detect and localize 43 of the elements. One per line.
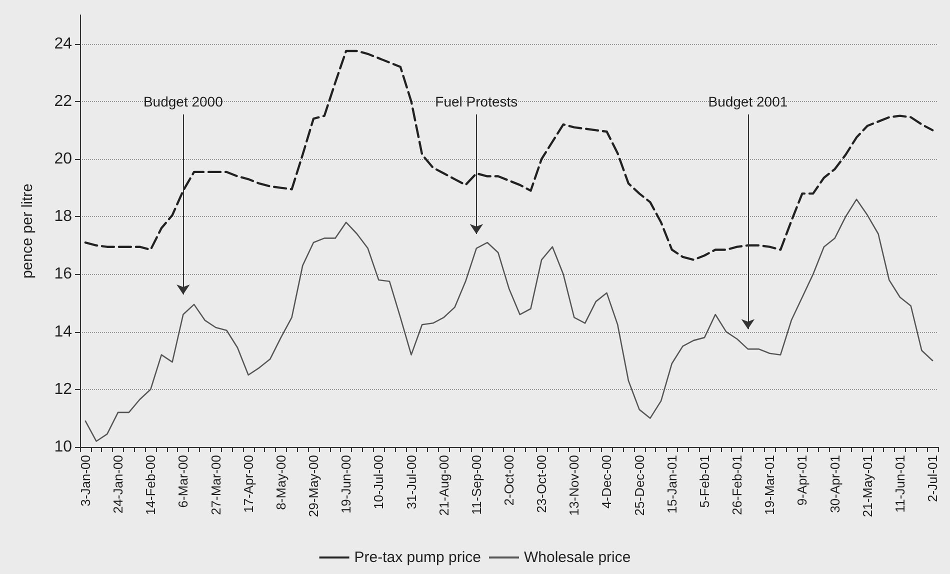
x-tick-label: 2-Jul-01 <box>925 455 940 502</box>
x-tick-label: 21-May-01 <box>860 455 875 518</box>
x-tick-label: 6-Mar-00 <box>176 455 191 508</box>
y-axis-title: pence per litre <box>19 183 36 279</box>
legend-label: Pre-tax pump price <box>354 549 482 566</box>
annotation: Budget 2001 <box>708 93 788 110</box>
x-tick-label: 9-Apr-01 <box>794 455 810 506</box>
y-tick-label: 20 <box>54 150 72 168</box>
x-tick-label: 11-Sep-00 <box>468 455 484 515</box>
x-tick-label: 15-Jan-01 <box>664 455 680 514</box>
x-tick-label: 14-Feb-00 <box>143 455 158 515</box>
y-tick-label: 14 <box>54 323 72 340</box>
x-tick-label: 31-Jul-00 <box>404 455 419 510</box>
x-tick-label: 26-Feb-01 <box>730 455 745 515</box>
x-tick-label: 24-Jan-00 <box>110 455 126 514</box>
y-tick-label: 12 <box>54 380 72 398</box>
x-tick-label: 29-May-00 <box>306 455 322 518</box>
x-tick-label: 8-May-00 <box>273 455 288 510</box>
x-tick-label: 3-Jan-00 <box>78 455 93 506</box>
x-tick-label: 17-Apr-00 <box>240 455 256 513</box>
y-tick-label: 24 <box>54 35 72 52</box>
x-tick-label: 5-Feb-01 <box>696 455 712 508</box>
x-tick-label: 19-Mar-01 <box>762 455 778 515</box>
x-tick-label: 4-Dec-00 <box>599 455 614 508</box>
line-series <box>84 50 934 261</box>
x-tick-label: 19-Jun-00 <box>338 455 354 514</box>
x-tick-label: 21-Aug-00 <box>436 455 452 516</box>
x-tick-label: 11-Jun-01 <box>892 455 908 513</box>
y-tick-label: 10 <box>54 438 72 456</box>
y-tick-label: 18 <box>54 208 72 226</box>
annotation: Budget 2000 <box>143 93 224 110</box>
y-tick-label: 16 <box>54 266 72 283</box>
x-tick-label: 13-Nov-00 <box>566 455 582 516</box>
x-tick-label: 30-Apr-01 <box>827 455 842 513</box>
y-tick-label: 22 <box>54 92 72 110</box>
x-tick-label: 27-Mar-00 <box>208 455 224 515</box>
x-tick-label: 23-Oct-00 <box>534 455 550 513</box>
x-tick-label: 2-Oct-00 <box>502 455 516 506</box>
legend-label: Wholesale price <box>524 549 631 566</box>
x-tick-label: 10-Jul-00 <box>371 455 386 510</box>
x-tick-label: 25-Dec-00 <box>632 455 647 516</box>
line-series <box>84 198 934 442</box>
annotation: Fuel Protests <box>435 93 518 110</box>
